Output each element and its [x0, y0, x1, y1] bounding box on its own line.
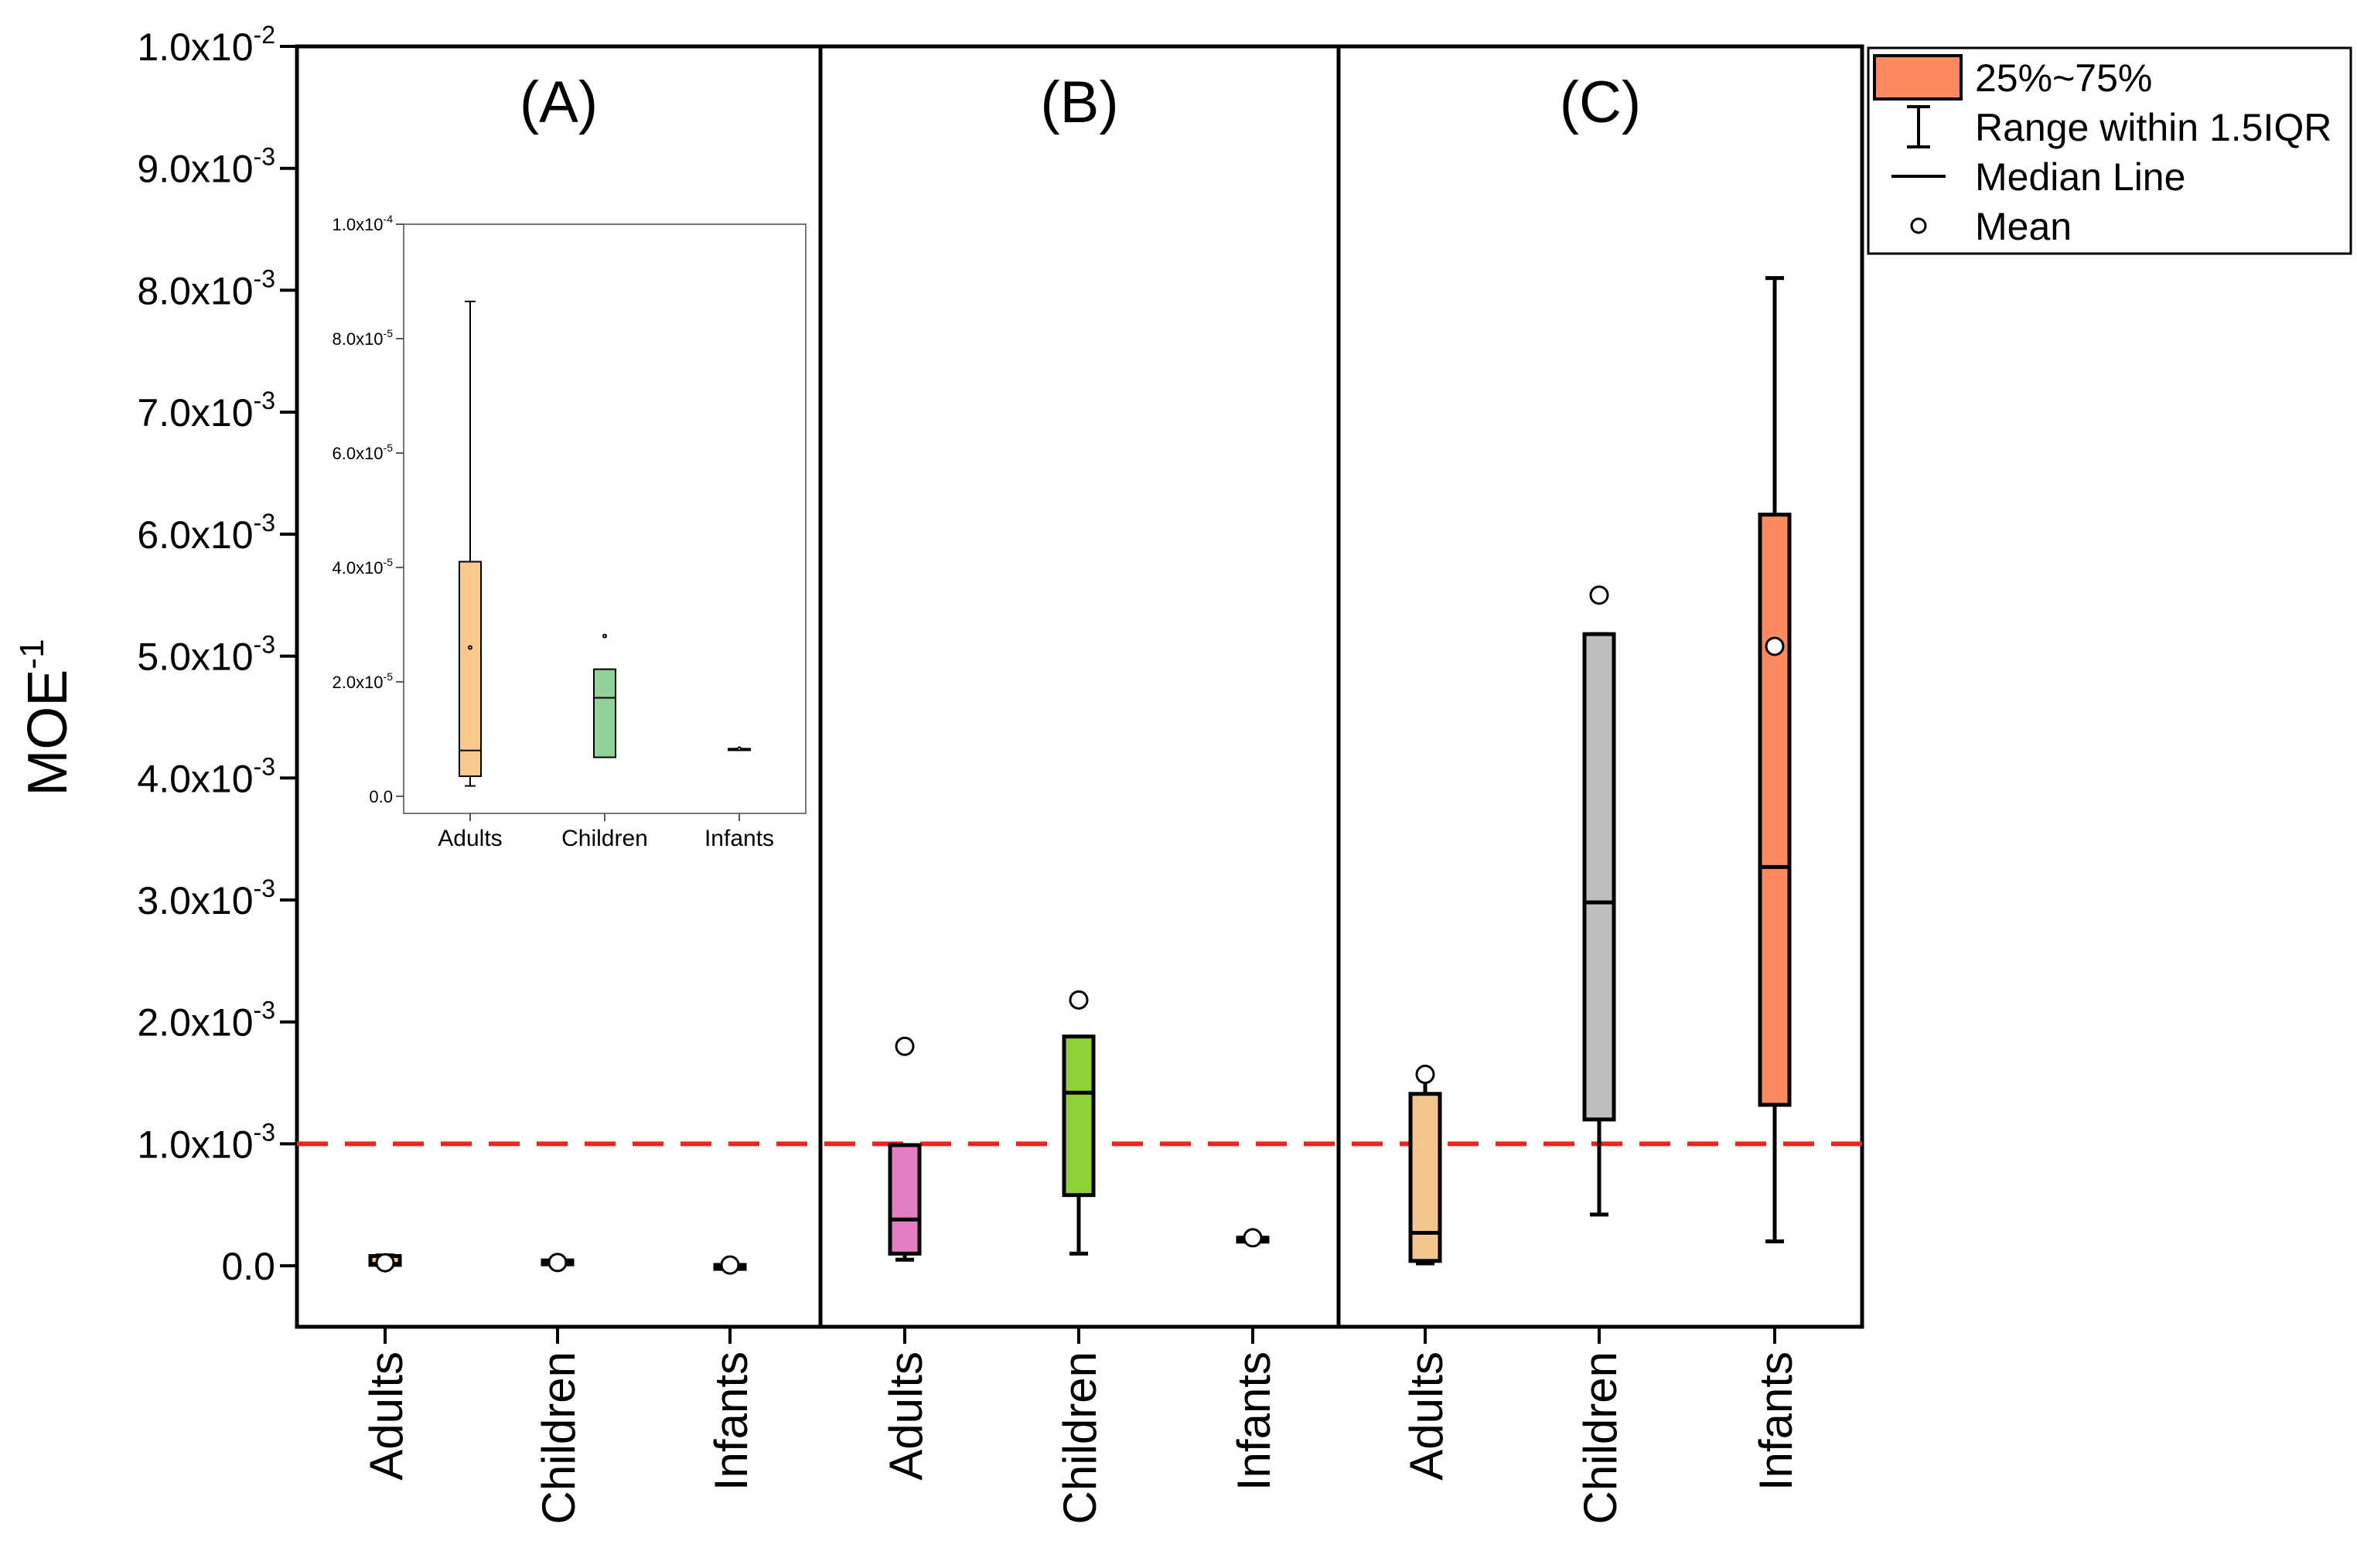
panelb-infants-box-group: [1236, 1228, 1270, 1248]
legend: 25%~75% Range within 1.5IQR Median Line Mea…: [1867, 46, 2352, 255]
panelc-infants-iqr-box: [1758, 513, 1792, 1107]
panela-children-mean-marker: [547, 1253, 568, 1273]
x-tick-label: Children: [1574, 1352, 1626, 1524]
legend-label: Mean: [1975, 205, 2072, 248]
panelb-adults-iqr-box: [888, 1143, 922, 1256]
panelc-infants-box-group: [1758, 276, 1792, 1244]
inset-x-tick-label: Infants: [704, 826, 774, 851]
y-tick-label: 1.0x10-3: [137, 1118, 275, 1166]
y-tick-label: 3.0x10-3: [137, 874, 275, 922]
y-tick-label: 8.0x10-3: [137, 264, 275, 312]
inset-x-tick-label: Adults: [438, 826, 502, 851]
legend-label: Median Line: [1975, 155, 2185, 199]
panelc-adults-iqr-box: [1408, 1092, 1442, 1263]
legend-box-swatch: [1873, 54, 1963, 101]
panelc-children-mean-marker: [1589, 585, 1609, 605]
legend-label: 25%~75%: [1975, 56, 2152, 100]
inset-y-tick-label: 1.0x10-4: [332, 213, 393, 234]
y-tick-label: 6.0x10-3: [137, 509, 275, 557]
x-tick-label: Infants: [1750, 1352, 1802, 1491]
panelb-infants-mean-marker: [1243, 1228, 1263, 1248]
inset-y-tick-label: 0.0: [369, 787, 393, 806]
panela-infants-mean-marker: [720, 1255, 740, 1275]
y-tick-label: 9.0x10-3: [137, 143, 275, 191]
legend-mean-swatch: [1910, 217, 1927, 234]
x-tick-label: Infants: [705, 1352, 757, 1491]
inset-y-tick-label: 4.0x10-5: [332, 556, 393, 578]
inset-infants-mean-marker: [737, 746, 742, 752]
panela-children-box-group: [541, 1253, 575, 1273]
inset-children-mean-marker: [602, 633, 607, 639]
inset-adults-box-group: [459, 300, 482, 787]
inset-adults-iqr-box: [459, 561, 482, 777]
panelb-children-box-group: [1062, 990, 1096, 1256]
y-tick-label: 1.0x10-2: [137, 21, 275, 69]
legend-label: Range within 1.5IQR: [1975, 106, 2331, 149]
panelb-children-iqr-box: [1062, 1035, 1096, 1198]
inset-adults-mean-marker: [468, 645, 472, 650]
y-tick-label: 0.0: [221, 1245, 275, 1288]
x-tick-label: Children: [533, 1352, 585, 1524]
panel-label: (B): [1040, 70, 1118, 135]
panela-infants-box-group: [713, 1255, 747, 1275]
panel-label: (C): [1560, 70, 1642, 135]
panela-adults-mean-marker: [375, 1253, 395, 1273]
panelc-infants-mean-marker: [1765, 636, 1785, 656]
y-tick-label: 7.0x10-3: [137, 387, 275, 435]
panelc-children-iqr-box: [1582, 632, 1616, 1122]
inset-x-tick-label: Children: [561, 826, 648, 851]
inset-infants-box-group: [728, 746, 751, 752]
y-axis-label: MOE-1: [13, 639, 79, 796]
x-tick-label: Adults: [880, 1352, 932, 1481]
x-tick-label: Children: [1054, 1352, 1106, 1524]
panelb-adults-box-group: [888, 1036, 922, 1262]
y-tick-label: 4.0x10-3: [137, 752, 275, 800]
panelb-children-mean-marker: [1069, 990, 1089, 1010]
x-tick-label: Adults: [360, 1352, 412, 1481]
y-tick-label: 2.0x10-3: [137, 997, 275, 1045]
panela-adults-box-group: [368, 1253, 402, 1273]
panelb-adults-mean-marker: [895, 1036, 915, 1056]
inset-y-tick-label: 8.0x10-5: [332, 327, 393, 349]
panelc-adults-mean-marker: [1415, 1065, 1435, 1085]
panelc-adults-box-group: [1408, 1065, 1442, 1266]
x-tick-label: Infants: [1228, 1352, 1280, 1491]
inset-y-tick-label: 6.0x10-5: [332, 441, 393, 463]
inset-children-iqr-box: [593, 668, 616, 758]
inset-children-box-group: [593, 633, 616, 758]
x-tick-label: Adults: [1400, 1352, 1452, 1481]
inset-y-tick-label: 2.0x10-5: [332, 670, 393, 692]
panel-label: (A): [520, 70, 598, 135]
panelc-children-box-group: [1582, 585, 1616, 1217]
inset-chart: 0.0 2.0x10-5 4.0x10-5 6.0x10-5 8.0x10-5 1.0x1…: [332, 213, 807, 851]
y-tick-label: 5.0x10-3: [137, 631, 275, 679]
